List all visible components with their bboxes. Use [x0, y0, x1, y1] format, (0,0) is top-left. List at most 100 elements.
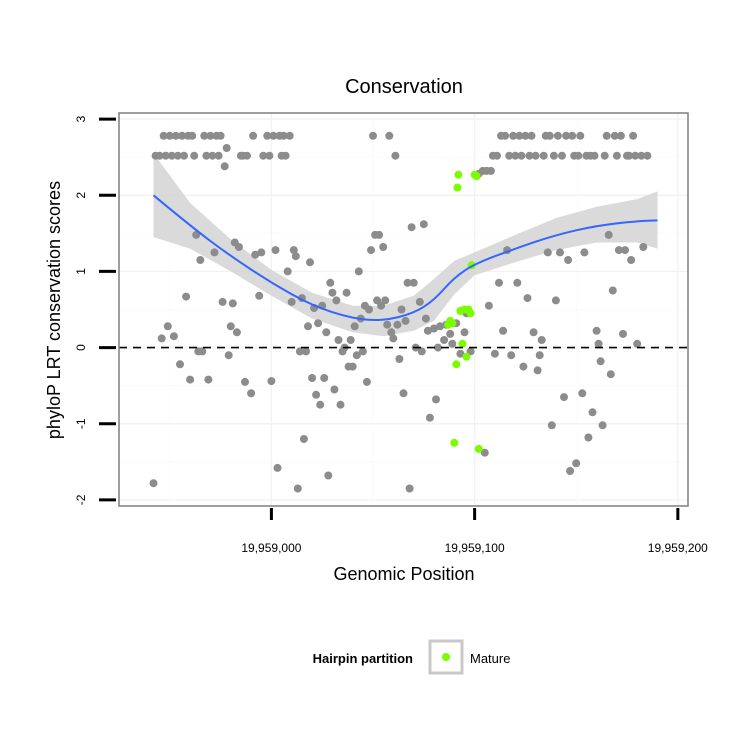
data-point	[293, 484, 302, 493]
data-point	[259, 151, 268, 160]
data-point	[537, 336, 546, 344]
data-point	[417, 347, 426, 356]
data-point	[375, 230, 384, 239]
data-point	[220, 162, 229, 171]
data-point	[192, 230, 201, 239]
data-point	[200, 131, 209, 140]
data-point	[279, 131, 288, 140]
data-point	[352, 351, 361, 360]
data-point	[590, 151, 599, 160]
data-point	[391, 151, 400, 160]
data-point	[598, 421, 607, 430]
data-point	[299, 435, 308, 443]
data-point	[196, 256, 205, 264]
data-point	[621, 246, 629, 255]
data-point	[551, 296, 560, 305]
data-point	[507, 351, 516, 360]
data-point	[178, 131, 186, 140]
data-point	[562, 131, 571, 140]
data-point-mature	[474, 444, 483, 453]
data-point	[625, 151, 634, 160]
data-point	[434, 343, 442, 352]
data-point	[519, 362, 528, 371]
data-point	[543, 248, 552, 257]
data-point	[566, 467, 575, 475]
data-point	[157, 334, 166, 343]
data-point	[436, 322, 445, 331]
data-point	[362, 377, 371, 386]
data-point	[176, 360, 184, 369]
data-point	[547, 421, 556, 430]
data-point	[180, 151, 188, 160]
data-point	[346, 336, 355, 344]
data-point	[316, 400, 325, 409]
data-point	[389, 334, 398, 343]
data-point	[326, 278, 335, 287]
data-point	[639, 243, 648, 251]
data-point-mature	[450, 438, 459, 447]
data-point	[608, 286, 617, 295]
y-tick-label: -1	[74, 418, 88, 429]
data-point	[456, 349, 465, 358]
data-point	[460, 328, 469, 337]
x-tick-label: 19,959,200	[648, 541, 708, 555]
data-point	[574, 151, 583, 160]
data-point	[159, 131, 168, 140]
data-point	[521, 131, 530, 140]
data-point	[167, 151, 176, 160]
data-point	[263, 131, 272, 140]
data-point	[393, 320, 402, 329]
smooth-trend-line	[152, 194, 658, 322]
data-point	[614, 246, 623, 255]
y-tick-label: 3	[74, 115, 88, 122]
data-point	[173, 151, 182, 160]
data-point	[163, 322, 172, 331]
data-points	[149, 131, 652, 493]
data-point	[539, 151, 548, 160]
data-point	[267, 377, 276, 386]
data-point	[517, 151, 526, 160]
data-point	[202, 151, 211, 160]
x-axis-title: Genomic Position	[333, 564, 474, 584]
data-point	[401, 316, 410, 325]
data-point	[572, 459, 581, 468]
data-point	[210, 248, 219, 257]
data-point	[430, 324, 438, 333]
data-point	[629, 131, 638, 140]
data-point	[387, 328, 396, 337]
data-point	[334, 336, 343, 344]
data-point	[232, 328, 241, 337]
data-point	[190, 151, 199, 160]
legend-label-mature: Mature	[470, 651, 510, 666]
data-point	[523, 294, 532, 303]
data-point	[484, 301, 493, 310]
data-point	[214, 151, 223, 160]
data-point	[198, 347, 207, 356]
data-point	[421, 314, 430, 323]
data-point	[186, 375, 195, 384]
data-point	[606, 370, 615, 379]
data-point	[304, 322, 312, 331]
data-point	[588, 408, 597, 417]
data-point	[592, 326, 601, 335]
confidence-ribbon	[153, 153, 658, 337]
data-point	[247, 389, 256, 398]
chart-title: Conservation	[345, 76, 463, 98]
data-point	[243, 151, 251, 160]
data-point	[505, 151, 514, 160]
data-point	[493, 151, 501, 160]
data-point-mature	[458, 339, 467, 348]
data-point	[324, 471, 333, 480]
data-point	[330, 385, 339, 394]
data-point	[616, 131, 625, 140]
data-point	[383, 320, 392, 329]
data-point	[251, 250, 260, 259]
data-point	[395, 355, 404, 363]
data-point	[495, 278, 503, 287]
data-point	[580, 248, 589, 257]
data-point	[289, 246, 298, 255]
data-point	[594, 339, 603, 348]
data-point	[596, 357, 605, 366]
data-point	[336, 400, 345, 409]
